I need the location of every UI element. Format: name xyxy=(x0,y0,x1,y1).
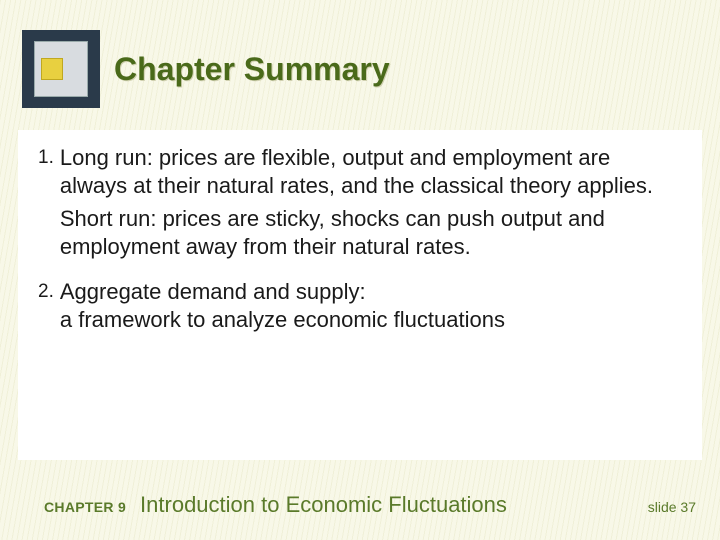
textbook-icon xyxy=(22,30,100,108)
list-item: 2. Aggregate demand and supply: a framew… xyxy=(38,278,682,333)
chapter-label: CHAPTER 9 xyxy=(44,499,126,515)
slide-number: slide 37 xyxy=(648,499,696,515)
chapter-title: Introduction to Economic Fluctuations xyxy=(140,492,648,518)
item-paragraph: a framework to analyze economic fluctuat… xyxy=(60,306,682,334)
item-paragraph: Long run: prices are flexible, output an… xyxy=(60,144,682,199)
item-number: 2. xyxy=(38,278,60,333)
slide-footer: CHAPTER 9 Introduction to Economic Fluct… xyxy=(0,492,720,518)
item-paragraph: Short run: prices are sticky, shocks can… xyxy=(60,205,682,260)
item-body: Aggregate demand and supply: a framework… xyxy=(60,278,682,333)
textbook-icon-inner xyxy=(34,41,88,97)
list-item: 1. Long run: prices are flexible, output… xyxy=(38,144,682,260)
content-panel: 1. Long run: prices are flexible, output… xyxy=(18,130,702,460)
slide-title: Chapter Summary xyxy=(114,51,390,88)
item-number: 1. xyxy=(38,144,60,260)
item-body: Long run: prices are flexible, output an… xyxy=(60,144,682,260)
item-paragraph: Aggregate demand and supply: xyxy=(60,278,682,306)
slide-header: Chapter Summary xyxy=(0,0,720,118)
textbook-icon-label xyxy=(41,58,63,80)
